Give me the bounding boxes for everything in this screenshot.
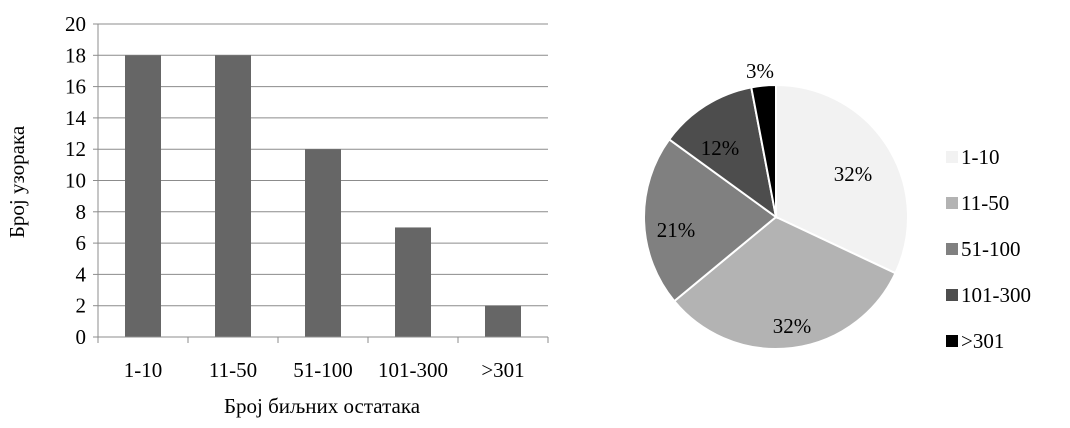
bar-axes <box>93 23 549 343</box>
y-tick-label: 14 <box>65 106 87 130</box>
y-tick-label: 6 <box>76 231 87 255</box>
bar-series <box>125 55 521 338</box>
pie-data-label: 12% <box>701 136 740 160</box>
x-tick-label: 101-300 <box>378 358 448 382</box>
legend-label: 1-10 <box>961 145 1000 169</box>
legend-item: 101-300 <box>946 283 1031 307</box>
pie-legend: 1-10 11-50 51-100 101-300 >301 <box>946 145 1031 353</box>
bar-51-100 <box>305 149 341 337</box>
y-tick-label: 18 <box>65 43 86 67</box>
pie-slice-51-100 <box>643 138 778 303</box>
pie-slice-11-50 <box>672 215 897 350</box>
bar->301 <box>485 305 521 337</box>
bar-101-300 <box>395 227 431 337</box>
x-tick-label: 11-50 <box>209 358 257 382</box>
bar-chart: 0 2 4 6 8 10 12 14 16 18 20 1-10 11-50 51-100 101-300… <box>5 12 549 418</box>
y-tick-labels: 0 2 4 6 8 10 12 14 16 18 20 <box>65 12 87 349</box>
legend-label: 51-100 <box>961 237 1021 261</box>
legend-item: 11-50 <box>946 191 1009 215</box>
legend-item: 51-100 <box>946 237 1021 261</box>
bar-1-10 <box>125 55 161 338</box>
pie-slice-1-10 <box>775 83 909 275</box>
x-axis-label: Број биљних остатака <box>224 394 421 418</box>
legend-swatch <box>946 335 958 347</box>
pie-data-label: 32% <box>834 162 873 186</box>
pie-data-label: 3% <box>746 59 774 83</box>
y-tick-label: 12 <box>65 137 86 161</box>
y-tick-label: 10 <box>65 169 86 193</box>
legend-swatch <box>946 289 958 301</box>
pie-data-label: 32% <box>773 314 812 338</box>
pie-data-labels: 32% 32% 21% 12% 3% <box>657 59 873 338</box>
x-tick-label: 1-10 <box>124 358 163 382</box>
y-tick-label: 20 <box>65 12 86 36</box>
pie-data-label: 21% <box>657 218 696 242</box>
x-tick-label: >301 <box>481 358 524 382</box>
bar-11-50 <box>215 55 251 338</box>
y-tick-label: 0 <box>76 325 87 349</box>
legend-label: 11-50 <box>961 191 1009 215</box>
legend-swatch <box>946 151 958 163</box>
x-tick-labels: 1-10 11-50 51-100 101-300 >301 <box>124 358 525 382</box>
pie-slices <box>643 83 909 350</box>
y-tick-label: 2 <box>76 294 87 318</box>
legend-item: >301 <box>946 329 1004 353</box>
legend-swatch <box>946 243 958 255</box>
pie-slice-101-300 <box>667 86 778 220</box>
pie-slice->301 <box>750 83 777 218</box>
pie-chart: 32% 32% 21% 12% 3% 1-10 11-50 51-100 101-300 >30… <box>643 59 1031 353</box>
legend-label: >301 <box>961 329 1004 353</box>
legend-label: 101-300 <box>961 283 1031 307</box>
y-tick-label: 8 <box>76 200 87 224</box>
legend-swatch <box>946 197 958 209</box>
y-tick-label: 4 <box>76 262 87 286</box>
y-axis-label: Број узорака <box>5 125 29 238</box>
x-tick-label: 51-100 <box>293 358 353 382</box>
y-tick-label: 16 <box>65 75 86 99</box>
legend-item: 1-10 <box>946 145 1000 169</box>
